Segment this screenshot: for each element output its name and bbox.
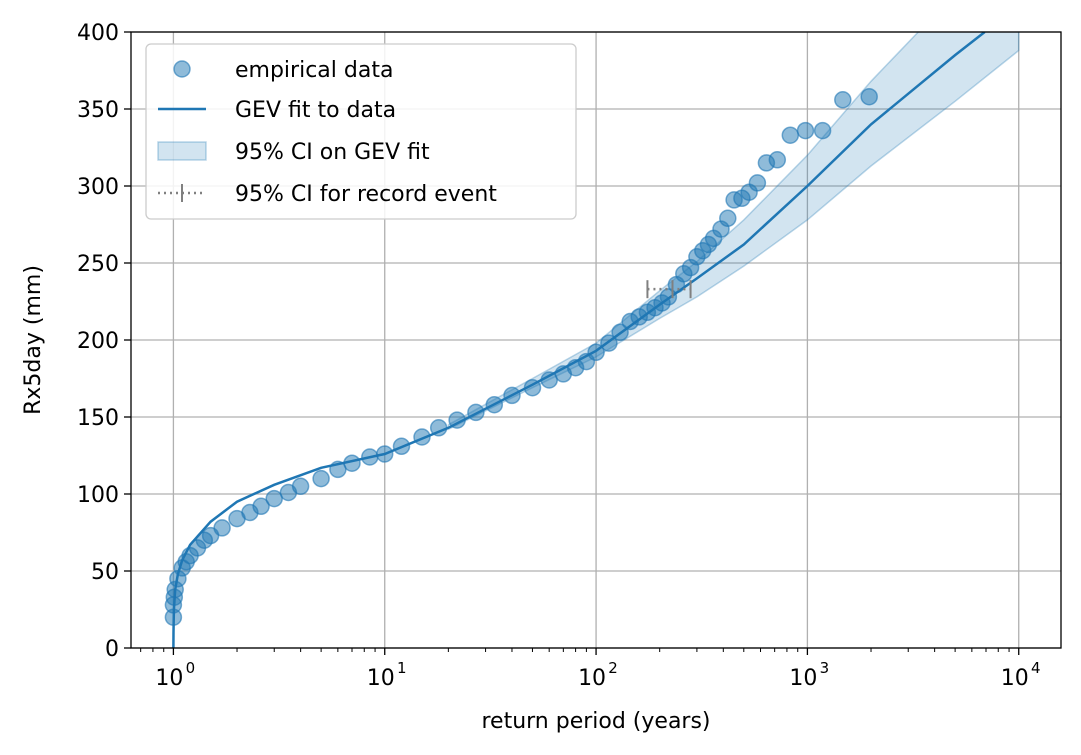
x-tick-label: 10 [367,666,395,691]
y-tick-label: 350 [77,98,119,123]
empirical-data-point [768,151,787,169]
x-tick-label: 10 [1001,666,1029,691]
legend-label: empirical data [235,58,393,83]
empirical-data-point [813,121,832,140]
empirical-data-point [860,87,878,106]
empirical-data-point [748,174,767,192]
legend-entry: GEV fit to data [158,98,396,123]
empirical-data-point [834,91,852,109]
empirical-data-point [375,445,394,463]
legend-label: 95% CI for record event [235,182,497,207]
empirical-data-point [343,454,361,472]
empirical-data-point [312,469,330,488]
empirical-data-point [252,497,270,516]
empirical-data-point [448,411,466,429]
x-tick-label: 10 [155,666,183,691]
y-tick-label: 0 [105,637,119,662]
legend: empirical data GEV fit to data 95% CI on G… [145,43,577,220]
legend-label: GEV fit to data [235,98,396,123]
x-tick-label: 10 [789,666,817,691]
legend-entry: 95% CI on GEV fit [157,140,430,165]
legend-box [145,43,577,220]
empirical-data-point [523,378,542,397]
empirical-data-point [611,323,629,342]
empirical-data-point [600,334,618,352]
y-tick-label: 300 [77,175,119,200]
empirical-data-point [213,519,231,537]
empirical-data-point [503,386,521,405]
y-tick-label: 250 [77,252,119,277]
x-tick-exponent: 0 [186,659,196,677]
empirical-data-point [291,477,310,496]
y-tick-label: 400 [77,21,119,46]
empirical-data-point [796,121,815,140]
x-axis-title: return period (years) [481,709,710,734]
empirical-data-point [781,126,800,144]
y-tick-label: 150 [77,406,119,431]
x-tick-exponent: 3 [820,659,830,677]
empirical-data-point [719,209,737,228]
legend-scatter-marker [173,60,191,78]
empirical-data-point [361,448,379,466]
x-tick-exponent: 2 [608,659,618,677]
legend-band-marker [157,141,207,161]
empirical-data-layer [164,87,878,626]
legend-label: 95% CI on GEV fit [235,140,430,165]
y-tick-label: 50 [91,560,119,585]
empirical-data-point [413,428,431,446]
x-tick-label: 10 [578,666,606,691]
x-tick-exponent: 4 [1031,659,1041,677]
y-tick-label: 100 [77,483,119,508]
empirical-data-point [429,419,448,437]
legend-entry: empirical data [173,58,393,83]
empirical-data-point [467,403,485,422]
record-event-ci-layer [646,280,692,299]
y-tick-label: 200 [77,329,119,354]
plot-frame [130,31,1062,649]
empirical-data-point [392,437,411,456]
empirical-data-point [485,395,504,414]
axes [124,31,1062,655]
y-axis-title: Rx5day (mm) [21,265,46,415]
x-tick-exponent: 1 [397,659,407,677]
empirical-data-point [587,343,605,362]
legend-entry: 95% CI for record event [158,182,497,207]
